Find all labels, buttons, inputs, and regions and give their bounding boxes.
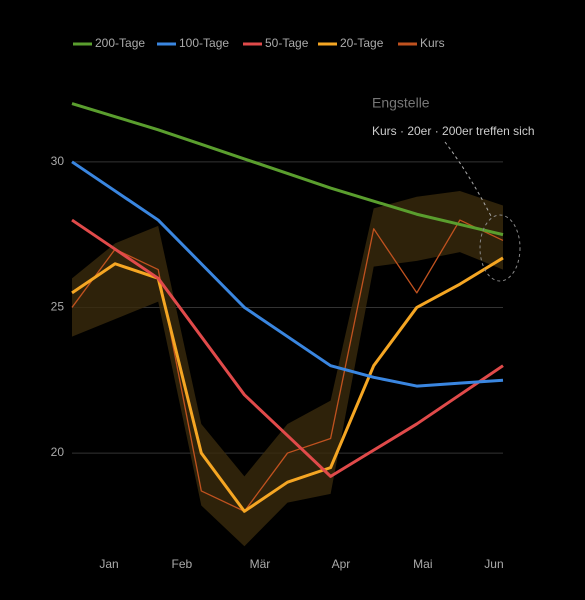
line — [71, 160, 504, 388]
x-tick-label: Apr — [332, 557, 351, 571]
x-tick-label: Jan — [99, 557, 118, 571]
band — [72, 190, 503, 547]
line — [71, 102, 504, 237]
annotation-title: Engstelle — [372, 95, 430, 111]
y-tick-label: 30 — [51, 154, 65, 168]
annotation-arrow — [444, 141, 493, 219]
legend-label: Kurs — [420, 36, 445, 50]
legend-label: 50-Tage — [265, 36, 309, 50]
y-tick-label: 20 — [51, 445, 65, 459]
x-tick-label: Feb — [172, 557, 193, 571]
annotation-ellipse — [479, 214, 521, 282]
plot: 20 25 30 Jan Feb Mär Apr Mai Jun — [51, 102, 504, 571]
line — [71, 219, 504, 512]
line — [71, 256, 504, 513]
x-tick-label: Mai — [413, 557, 432, 571]
x-tick-label: Jun — [484, 557, 503, 571]
legend-label: 100-Tage — [179, 36, 229, 50]
x-tick-label: Mär — [250, 557, 271, 571]
y-tick-label: 25 — [51, 300, 65, 314]
legend-label: 20-Tage — [340, 36, 384, 50]
line — [71, 218, 504, 478]
annotation-text: Kurs · 20er · 200er treffen sich — [372, 124, 535, 138]
legend-label: 200-Tage — [95, 36, 145, 50]
